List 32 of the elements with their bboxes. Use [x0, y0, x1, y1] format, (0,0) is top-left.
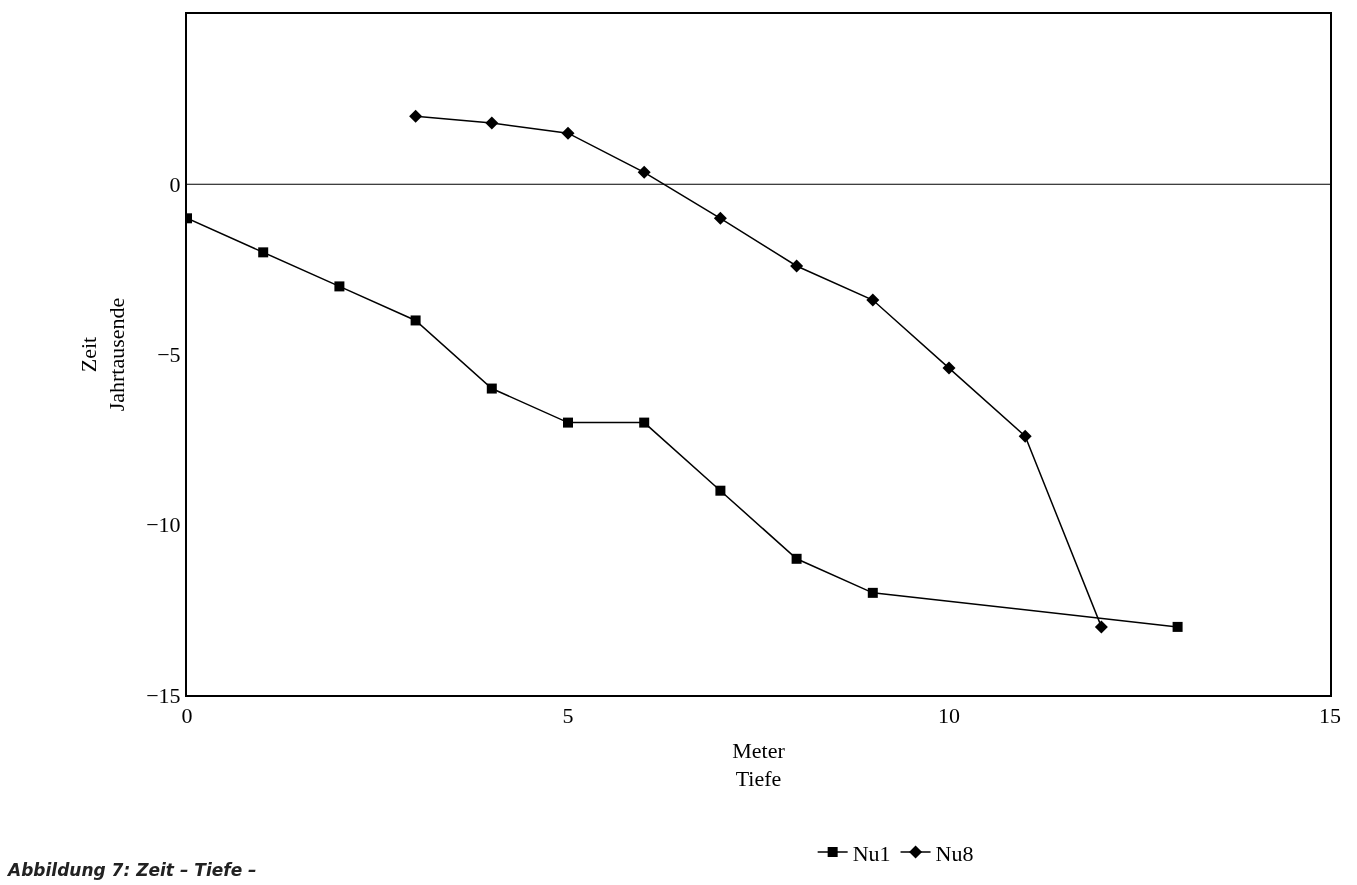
point — [563, 417, 573, 428]
y-axis-title: Zeit Jahrtausende — [75, 297, 130, 412]
point — [334, 281, 345, 292]
point — [866, 293, 880, 307]
point — [639, 417, 650, 428]
y-tick-label: −15 — [146, 682, 181, 708]
point — [1094, 620, 1108, 634]
point — [409, 109, 423, 123]
y-tick-label: 0 — [169, 171, 181, 197]
point — [637, 165, 651, 179]
legend-label: Nu8 — [935, 840, 974, 866]
point — [867, 587, 878, 598]
x-axis-title: Meter Tiefe — [732, 737, 786, 792]
point — [942, 361, 956, 375]
point — [561, 126, 575, 140]
x-tick-label: 5 — [562, 703, 574, 729]
y-tick-label: −10 — [146, 512, 181, 538]
legend-label: Nu1 — [852, 840, 891, 866]
point — [715, 485, 726, 496]
x-tick-label: 10 — [938, 703, 960, 729]
point — [258, 247, 269, 258]
point — [713, 211, 727, 225]
point — [1172, 621, 1183, 632]
point — [790, 259, 804, 273]
point — [410, 315, 421, 326]
y-tick-label: −5 — [157, 342, 181, 368]
x-tick-label: 15 — [1319, 703, 1341, 729]
point — [1018, 429, 1032, 443]
point — [485, 116, 499, 130]
point — [486, 383, 497, 394]
point — [791, 553, 802, 564]
text: Abbildung 7: Zeit – Tiefe – — [6, 860, 257, 880]
